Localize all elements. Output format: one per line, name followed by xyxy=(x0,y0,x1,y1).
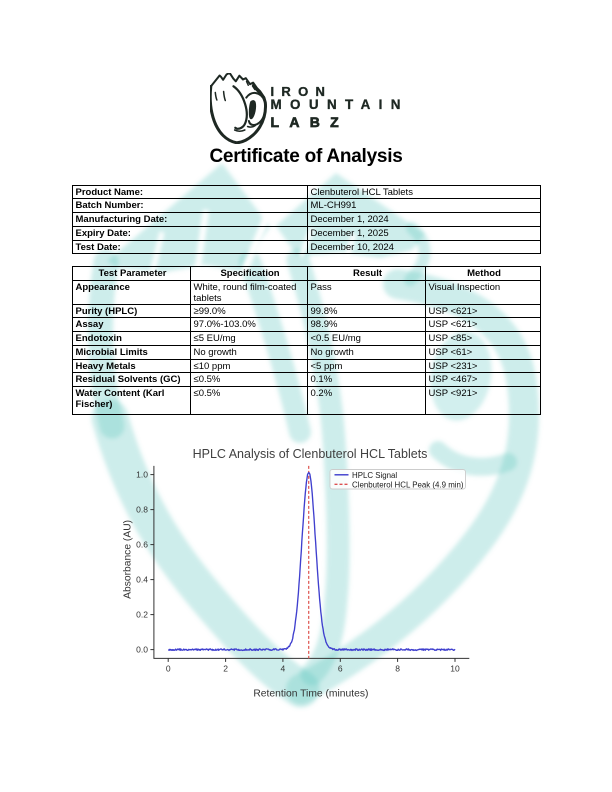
svg-text:Clenbuterol HCL Peak (4.9 min): Clenbuterol HCL Peak (4.9 min) xyxy=(352,480,464,489)
svg-text:2: 2 xyxy=(223,664,228,674)
svg-text:HPLC Signal: HPLC Signal xyxy=(352,471,397,480)
svg-text:8: 8 xyxy=(395,664,400,674)
svg-text:0: 0 xyxy=(166,664,171,674)
svg-text:0.0: 0.0 xyxy=(136,645,148,655)
svg-text:1.0: 1.0 xyxy=(136,470,148,480)
svg-text:10: 10 xyxy=(450,664,460,674)
svg-text:Absorbance (AU): Absorbance (AU) xyxy=(123,520,134,599)
svg-text:4: 4 xyxy=(281,664,286,674)
svg-text:HPLC Analysis of Clenbuterol H: HPLC Analysis of Clenbuterol HCL Tablets xyxy=(193,447,428,461)
svg-text:0.4: 0.4 xyxy=(136,575,148,585)
svg-text:Retention Time (minutes): Retention Time (minutes) xyxy=(253,689,368,700)
svg-text:0.6: 0.6 xyxy=(136,540,148,550)
svg-text:6: 6 xyxy=(338,664,343,674)
svg-text:0.2: 0.2 xyxy=(136,610,148,620)
svg-text:0.8: 0.8 xyxy=(136,505,148,515)
